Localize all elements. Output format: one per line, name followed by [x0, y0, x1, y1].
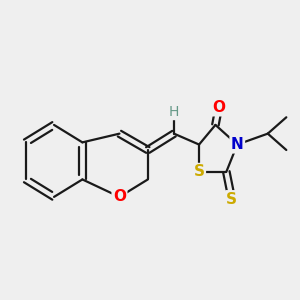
Text: H: H: [169, 105, 179, 119]
Text: O: O: [212, 100, 225, 115]
Text: S: S: [226, 192, 237, 207]
Text: O: O: [113, 189, 126, 204]
Text: S: S: [194, 164, 205, 179]
Text: N: N: [231, 137, 244, 152]
